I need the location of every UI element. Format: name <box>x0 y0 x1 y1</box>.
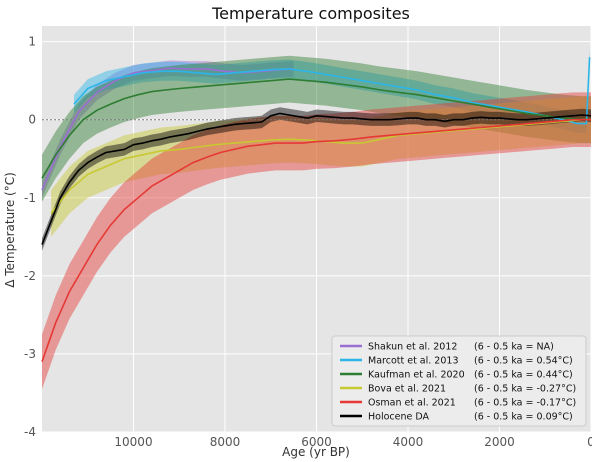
legend-series-name: Shakun et al. 2012 <box>368 342 457 353</box>
x-tick-label: 0 <box>587 435 592 449</box>
band-series-3 <box>51 96 592 237</box>
legend-series-name: Kaufman et al. 2020 <box>368 370 465 381</box>
x-tick-label: 6000 <box>301 435 332 449</box>
y-tick-label: -3 <box>24 347 36 361</box>
legend-series-anomaly: (6 - 0.5 ka = NA) <box>474 342 554 353</box>
legend-series-name: Osman et al. 2021 <box>368 398 456 409</box>
legend: Shakun et al. 2012 (6 - 0.5 ka = NA) Marco… <box>331 335 587 427</box>
y-tick-label: -2 <box>24 269 36 283</box>
x-tick-label: 10000 <box>114 435 152 449</box>
legend-series-anomaly: (6 - 0.5 ka = 0.09°C) <box>474 412 573 423</box>
series-lines <box>41 57 592 362</box>
y-tick-label: -1 <box>24 191 36 205</box>
x-tick-label: 2000 <box>484 435 515 449</box>
band-series-2 <box>42 55 591 202</box>
x-axis-ticks: 10000 8000 6000 4000 2000 0 <box>114 435 592 449</box>
line-series-4 <box>41 118 591 362</box>
y-tick-label: -4 <box>24 425 36 439</box>
legend-series-anomaly: (6 - 0.5 ka = 0.44°C) <box>474 370 573 381</box>
band-series-0 <box>42 60 294 198</box>
x-tick-label: 4000 <box>393 435 424 449</box>
legend-series-anomaly: (6 - 0.5 ka = 0.54°C) <box>474 356 573 367</box>
x-axis-label: Age (yr BP) <box>282 445 350 459</box>
line-series-5 <box>41 112 592 245</box>
legend-items: Shakun et al. 2012 (6 - 0.5 ka = NA) Marco… <box>340 342 576 423</box>
line-series-1 <box>73 57 591 125</box>
band-series-4 <box>42 92 591 390</box>
chart-title: Temperature composites <box>211 4 410 23</box>
y-tick-label: 1 <box>28 35 36 49</box>
y-axis-label: Δ Temperature (°C) <box>3 172 17 288</box>
y-axis-ticks: 1 0 -1 -2 -3 -4 <box>24 35 36 439</box>
legend-series-name: Marcott et al. 2013 <box>368 356 459 367</box>
legend-series-anomaly: (6 - 0.5 ka = -0.17°C) <box>474 398 576 409</box>
y-tick-label: 0 <box>28 113 36 127</box>
x-tick-label: 8000 <box>210 435 241 449</box>
legend-box <box>331 335 587 427</box>
legend-series-name: Bova et al. 2021 <box>368 384 446 395</box>
band-series-5 <box>42 107 591 251</box>
legend-series-anomaly: (6 - 0.5 ka = -0.27°C) <box>474 384 576 395</box>
legend-series-name: Holocene DA <box>368 412 430 423</box>
line-series-2 <box>41 78 591 179</box>
